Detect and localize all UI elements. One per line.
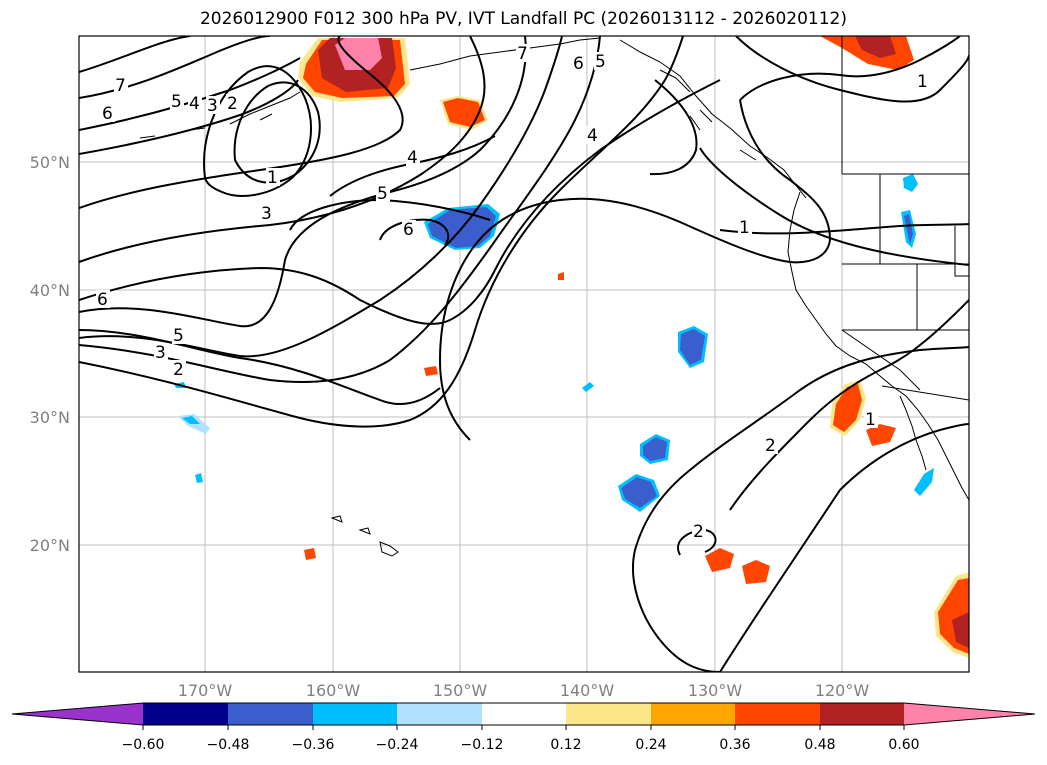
colorbar-tick-label: −0.48 xyxy=(207,737,250,753)
colorbar-segment xyxy=(397,703,482,725)
negative-anomaly-fills xyxy=(174,174,934,512)
contour-label: 6 xyxy=(573,54,584,74)
lon-label: 150°W xyxy=(433,681,488,700)
colorbar-tick-label: −0.60 xyxy=(122,737,165,753)
lat-label: 50°N xyxy=(30,153,70,172)
contour-label: 1 xyxy=(865,410,876,430)
lat-label: 40°N xyxy=(30,281,70,300)
contour-label: 6 xyxy=(403,220,414,240)
colorbar-segment xyxy=(12,703,143,725)
contour-label: 1 xyxy=(917,72,928,92)
contour-label: 2 xyxy=(693,522,704,542)
contour-label: 1 xyxy=(739,218,750,238)
contour-label: 3 xyxy=(207,96,218,116)
contour-label: 5 xyxy=(595,52,606,72)
colorbar-tick-label: −0.12 xyxy=(461,737,504,753)
contour-label: 3 xyxy=(155,343,166,363)
lat-label: 20°N xyxy=(30,536,70,555)
colorbar-tick-label: 0.36 xyxy=(719,737,750,753)
contour-label: 7 xyxy=(115,76,126,96)
colorbar-segment xyxy=(651,703,735,725)
colorbar-tick-label: 0.24 xyxy=(635,737,666,753)
colorbar-segment xyxy=(313,703,397,725)
contour-label: 4 xyxy=(189,94,200,114)
lon-label: 170°W xyxy=(178,681,233,700)
lon-label: 120°W xyxy=(815,681,870,700)
colorbar-segment xyxy=(566,703,651,725)
contour-label: 5 xyxy=(171,92,182,112)
lat-label: 30°N xyxy=(30,408,70,427)
colorbar-segment xyxy=(904,703,1035,725)
ivt-contours xyxy=(79,36,969,672)
contour-label: 5 xyxy=(173,326,184,346)
contour-label: 6 xyxy=(97,290,108,310)
longitude-labels: 170°W 160°W 150°W 140°W 130°W 120°W xyxy=(178,681,870,700)
contour-label: 2 xyxy=(227,94,238,114)
colorbar-segment xyxy=(482,703,566,725)
contour-label: 2 xyxy=(765,436,776,456)
contour-label: 5 xyxy=(377,184,388,204)
latitude-labels: 50°N 40°N 30°N 20°N xyxy=(30,153,70,555)
colorbar-tick-label: −0.24 xyxy=(376,737,419,753)
colorbar-tick-label: −0.36 xyxy=(292,737,335,753)
lon-label: 160°W xyxy=(306,681,361,700)
contour-labels: 7 6 5 4 3 2 7 6 5 4 1 3 4 5 xyxy=(96,44,930,542)
lon-label: 140°W xyxy=(560,681,615,700)
contour-label: 1 xyxy=(267,168,278,188)
colorbar-segment xyxy=(228,703,313,725)
colorbar-tick-label: 0.60 xyxy=(888,737,919,753)
map-panel xyxy=(79,36,969,672)
colorbar-tick-label: 0.12 xyxy=(550,737,581,753)
colorbar-tick-label: 0.48 xyxy=(804,737,835,753)
contour-label: 6 xyxy=(102,104,113,124)
colorbar-segment xyxy=(735,703,820,725)
contour-label: 7 xyxy=(517,44,528,64)
colorbar-segment xyxy=(820,703,904,725)
lon-label: 130°W xyxy=(688,681,743,700)
map-title: 2026012900 F012 300 hPa PV, IVT Landfall… xyxy=(199,9,847,29)
contour-label: 4 xyxy=(587,126,598,146)
gridlines xyxy=(79,36,969,672)
contour-label: 3 xyxy=(261,204,272,224)
contour-label: 4 xyxy=(407,148,418,168)
colorbar-segment xyxy=(143,703,228,725)
colorbar: −0.60 −0.48 −0.36 −0.24 −0.12 0.12 0.24 … xyxy=(11,702,1036,753)
map-frame xyxy=(78,35,970,673)
contour-label: 2 xyxy=(173,360,184,380)
